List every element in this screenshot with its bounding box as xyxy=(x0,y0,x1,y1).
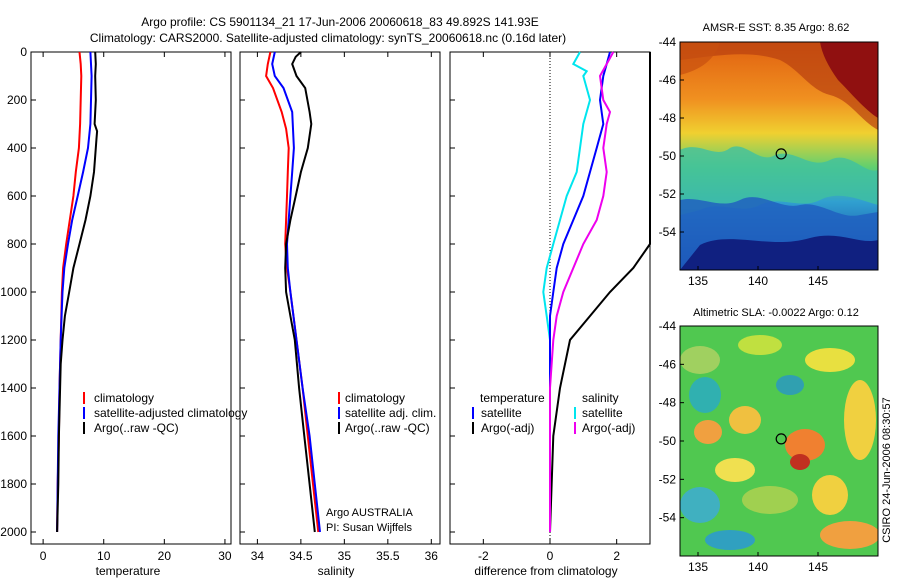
x-tick-label: 34.5 xyxy=(289,549,313,563)
map-x-tick-label: 140 xyxy=(748,274,768,288)
series-line-satellite xyxy=(56,51,93,533)
legend-salinity-heading: salinity xyxy=(582,391,619,405)
sst-map-ticks: 135 140 145 -44 -46 -48 -50 -52 -54 xyxy=(659,35,829,288)
series-line-temp_satellite xyxy=(542,51,592,532)
x-tick-label: 35 xyxy=(338,549,352,563)
sla-map-title: Altimetric SLA: -0.0022 Argo: 0.12 xyxy=(693,307,859,319)
x-tick-label: -2 xyxy=(478,549,489,563)
sst-map-title: AMSR-E SST: 8.35 Argo: 8.62 xyxy=(703,22,850,34)
salinity-series-group xyxy=(265,51,321,533)
figure-title-line2: Climatology: CARS2000. Satellite-adjuste… xyxy=(90,31,566,45)
legend-temp-argo: Argo(-adj) xyxy=(481,421,534,435)
sla-map-ticks: 135 140 145 -44 -46 -48 -50 -52 -54 xyxy=(659,319,829,574)
argo-position-marker xyxy=(775,148,787,160)
float-pi-label: PI: Susan Wijffels xyxy=(326,522,412,534)
y-tick-label: 1400 xyxy=(0,381,27,395)
map-y-tick-label: -46 xyxy=(659,357,677,371)
credit-timestamp: CSIRO 24-Jun-2006 08:30:57 xyxy=(881,397,893,543)
x-tick-label: 0 xyxy=(547,549,554,563)
salinity-xlabel: salinity xyxy=(318,564,355,578)
x-tick-label: 35.5 xyxy=(376,549,400,563)
x-tick-label: 0 xyxy=(40,549,47,563)
y-tick-label: 200 xyxy=(7,93,27,107)
y-tick-label: 1800 xyxy=(0,477,27,491)
salinity-panel: 34 34.5 35 35.5 36 salinity climatology sate… xyxy=(239,51,441,578)
map-x-tick-label: 135 xyxy=(688,560,708,574)
series-line-argo xyxy=(284,51,316,533)
temperature-series-group xyxy=(56,51,99,533)
sla-map-panel: Altimetric SLA: -0.0022 Argo: 0.12 135 14… xyxy=(659,307,879,574)
legend-satellite: satellite adj. clim. xyxy=(345,406,436,420)
y-tick-label: 1200 xyxy=(0,333,27,347)
temperature-panel: 0 10 20 30 0 200 400 600 800 1000 1200 1400 1600 1800… xyxy=(0,45,247,578)
map-y-tick-label: -48 xyxy=(659,111,677,125)
series-line-sal_argo xyxy=(549,51,615,532)
map-x-tick-label: 135 xyxy=(688,274,708,288)
temperature-xlabel: temperature xyxy=(96,564,161,578)
temperature-plot-frame xyxy=(30,51,232,545)
legend-climatology: climatology xyxy=(345,391,405,405)
salinity-axis-ticks: 34 34.5 35 35.5 36 xyxy=(240,51,439,563)
series-line-temp_argo xyxy=(549,51,611,532)
legend-argo: Argo(..raw -QC) xyxy=(345,421,430,435)
map-y-tick-label: -50 xyxy=(659,434,677,448)
x-tick-label: 20 xyxy=(158,549,172,563)
y-tick-label: 400 xyxy=(7,141,27,155)
map-y-tick-label: -50 xyxy=(659,149,677,163)
map-y-tick-label: -52 xyxy=(659,187,677,201)
y-tick-label: 2000 xyxy=(0,525,27,539)
difference-xlabel: difference from climatology xyxy=(474,564,617,578)
series-line-satellite xyxy=(271,51,321,533)
y-tick-label: 1600 xyxy=(0,429,27,443)
float-owner-label: Argo AUSTRALIA xyxy=(326,507,413,519)
salinity-plot-frame xyxy=(239,51,441,545)
y-tick-label: 800 xyxy=(7,237,27,251)
salinity-legend: climatology satellite adj. clim. Argo(..… xyxy=(338,391,436,435)
map-y-tick-label: -46 xyxy=(659,73,677,87)
y-tick-label: 0 xyxy=(20,45,27,59)
difference-series-group xyxy=(542,51,651,533)
map-y-tick-label: -54 xyxy=(659,511,677,525)
map-x-tick-label: 140 xyxy=(748,560,768,574)
difference-panel: -2 0 2 difference from climatology tempera… xyxy=(449,51,651,578)
map-y-tick-label: -44 xyxy=(659,35,677,49)
y-tick-label: 600 xyxy=(7,189,27,203)
argo-position-marker xyxy=(775,433,787,445)
legend-sal-satellite: satellite xyxy=(582,406,623,420)
temperature-axis-ticks: 0 10 20 30 0 200 400 600 800 1000 1200 1400 1600 1800… xyxy=(0,45,232,563)
legend-climatology: climatology xyxy=(94,391,154,405)
difference-axis-ticks: -2 0 2 xyxy=(450,51,620,563)
difference-legend: temperature satellite Argo(-adj) salinit… xyxy=(472,391,635,435)
map-x-tick-label: 145 xyxy=(808,274,828,288)
map-y-tick-label: -48 xyxy=(659,396,677,410)
legend-satellite: satellite-adjusted climatology xyxy=(94,406,247,420)
y-tick-label: 1000 xyxy=(0,285,27,299)
figure-title-line1: Argo profile: CS 5901134_21 17-Jun-2006 … xyxy=(141,15,538,29)
temperature-legend: climatology satellite-adjusted climatolo… xyxy=(83,391,247,435)
map-x-tick-label: 145 xyxy=(808,560,828,574)
map-y-tick-label: -54 xyxy=(659,225,677,239)
series-line-argo xyxy=(56,51,99,533)
x-tick-label: 2 xyxy=(613,549,620,563)
legend-sal-argo: Argo(-adj) xyxy=(582,421,635,435)
sla-heatmap xyxy=(680,326,878,556)
legend-temperature-heading: temperature xyxy=(480,391,545,405)
x-tick-label: 34 xyxy=(251,549,265,563)
x-tick-label: 10 xyxy=(97,549,111,563)
map-y-tick-label: -52 xyxy=(659,472,677,486)
x-tick-label: 36 xyxy=(425,549,439,563)
series-line-sal_satellite xyxy=(549,52,651,533)
legend-temp-satellite: satellite xyxy=(481,406,522,420)
x-tick-label: 30 xyxy=(218,549,232,563)
sst-heatmap xyxy=(680,42,878,270)
sst-map-panel: AMSR-E SST: 8.35 Argo: 8.62 135 140 145 -44… xyxy=(659,22,879,288)
legend-argo: Argo(..raw -QC) xyxy=(94,421,179,435)
map-y-tick-label: -44 xyxy=(659,319,677,333)
